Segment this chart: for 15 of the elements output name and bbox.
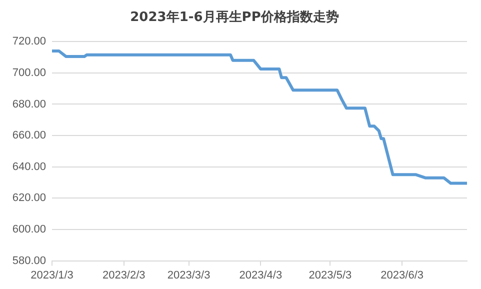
chart-title: 2023年1-6月再生PP价格指数走势 bbox=[130, 9, 339, 26]
x-tick-label: 2023/3/3 bbox=[167, 269, 210, 282]
x-tick-label: 2023/1/3 bbox=[30, 269, 74, 282]
x-tick-label: 2023/2/3 bbox=[102, 269, 146, 282]
y-tick-label: 620.00 bbox=[12, 192, 46, 204]
y-tick-label: 720.00 bbox=[12, 36, 46, 48]
y-tick-label: 600.00 bbox=[12, 224, 46, 236]
y-tick-label: 640.00 bbox=[12, 160, 46, 173]
x-tick-label: 2023/5/3 bbox=[308, 269, 352, 282]
y-tick-label: 700.00 bbox=[12, 66, 46, 79]
y-tick-label: 660.00 bbox=[12, 130, 46, 142]
y-tick-label: 580.00 bbox=[12, 254, 46, 267]
x-tick-label: 2023/6/3 bbox=[380, 269, 424, 282]
y-tick-label: 680.00 bbox=[12, 98, 46, 110]
x-tick-label: 2023/4/3 bbox=[239, 269, 282, 282]
